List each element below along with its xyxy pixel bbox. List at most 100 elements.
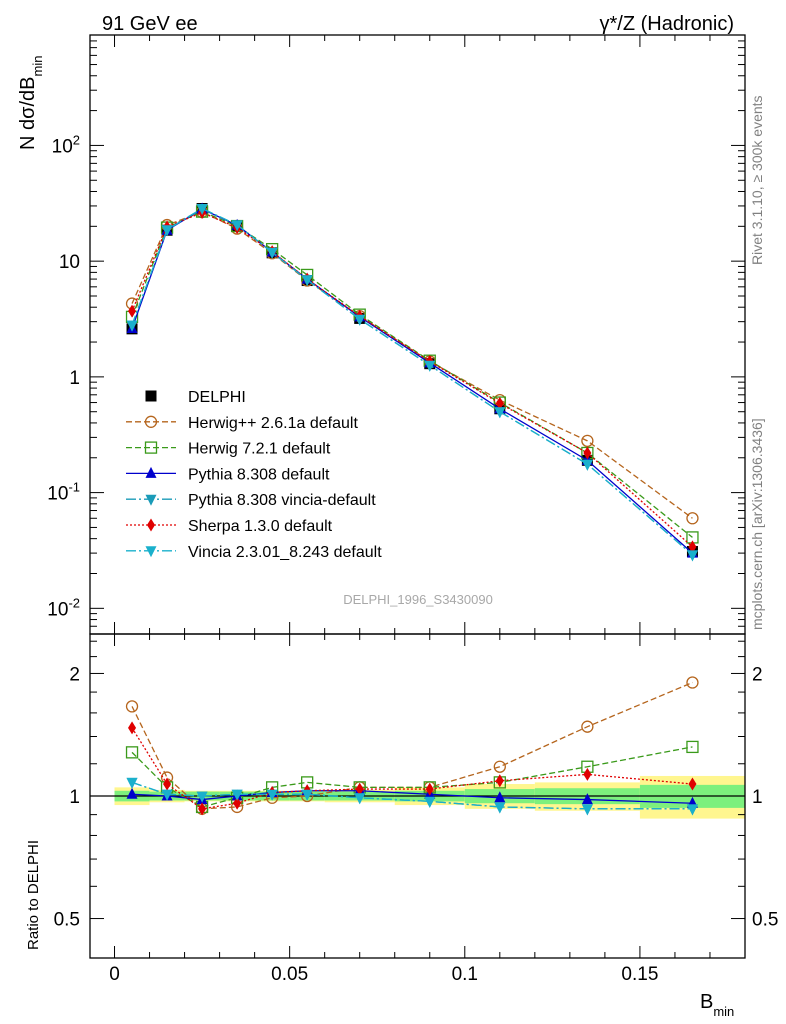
ratio-point [163, 777, 172, 791]
data-point [688, 540, 697, 554]
ratio-point [494, 791, 506, 803]
legend-entry-vincia-2-3-01-8-243-default: Vincia 2.3.01_8.243 default [126, 544, 382, 561]
ratio-point [125, 746, 139, 759]
data-point [494, 407, 506, 419]
ratio-point [494, 802, 506, 814]
ratio-point [196, 791, 208, 803]
ratio-point [581, 793, 593, 805]
ratio-point [161, 789, 173, 801]
ratio-point [354, 793, 366, 805]
ratio-point [301, 789, 313, 801]
data-point [128, 304, 137, 318]
y-tick-label: 10 [59, 252, 80, 273]
ratio-series-line [131, 746, 693, 808]
legend-marker [145, 390, 157, 402]
mcplots-label: mcplots.cern.ch [arXiv:1306.3436] [749, 418, 765, 630]
ratio-point [495, 774, 504, 788]
legend-label: Vincia 2.3.01_8.243 default [188, 544, 382, 561]
ratio-point [686, 740, 699, 754]
ratio-point [231, 789, 243, 801]
x-tick-label: 0.05 [271, 964, 308, 985]
ratio-point [686, 676, 699, 689]
ratio-series-layer [125, 676, 699, 816]
y-tick-label: 10-1 [47, 480, 80, 505]
x-tick-label: 0 [109, 964, 120, 985]
legend-label: Herwig++ 2.6.1a default [188, 415, 358, 432]
legend-marker [144, 415, 158, 428]
rivet-label: Rivet 3.1.10, ≥ 300k events [749, 95, 765, 265]
ratio-point [686, 804, 698, 816]
data-point [581, 459, 593, 471]
legend-label: Herwig 7.2.1 default [188, 441, 331, 458]
ratio-y-tick-label-right: 0.5 [752, 910, 778, 931]
ratio-point [688, 777, 697, 791]
plot-title-right: γ*/Z (Hadronic) [600, 13, 734, 35]
legend-entry-pythia-8-308-vincia-default: Pythia 8.308 vincia-default [126, 492, 376, 509]
data-point [301, 275, 313, 287]
analysis-watermark: DELPHI_1996_S3430090 [343, 592, 493, 607]
data-point [424, 360, 436, 372]
data-point [161, 225, 173, 237]
data-point [495, 396, 504, 410]
ratio-point [128, 721, 137, 735]
ratio-point [233, 796, 242, 810]
ratio-xlabel: Bmin [700, 991, 734, 1019]
ratio-point [355, 782, 364, 796]
legend-entry-pythia-8-308-default: Pythia 8.308 default [126, 466, 330, 483]
data-point [231, 220, 243, 232]
y-tick-label: 102 [52, 132, 80, 157]
legend-entry-sherpa-1-3-0-default: Sherpa 1.3.0 default [126, 518, 333, 535]
data-point [686, 512, 699, 525]
ratio-y-tick-label-right: 2 [752, 664, 763, 685]
ratio-point [581, 804, 593, 816]
ratio-y-tick-label: 1 [69, 787, 80, 808]
legend-label: DELPHI [188, 389, 246, 406]
ratio-series-line [131, 781, 693, 810]
data-point [583, 446, 592, 460]
data-point [196, 204, 208, 216]
ratio-y-tick-label-right: 1 [752, 787, 763, 808]
series-vincia-2-3-01-8-243-default [126, 204, 698, 562]
data-point [581, 434, 594, 448]
legend-label: Pythia 8.308 vincia-default [188, 492, 376, 509]
legend-label: Sherpa 1.3.0 default [188, 518, 333, 535]
legend-entry-herwig-7-2-1-default: Herwig 7.2.1 default [126, 441, 331, 458]
plot-title-left: 91 GeV ee [102, 13, 198, 35]
ratio-point [198, 802, 207, 816]
ratio-point [425, 782, 434, 796]
ratio-point [266, 789, 278, 801]
data-point [686, 550, 698, 562]
ratio-point [424, 796, 436, 808]
ratio-ylabel: Ratio to DELPHI [25, 840, 42, 950]
legend-entry-herwig-2-6-1a-default: Herwig++ 2.6.1a default [126, 415, 358, 432]
ratio-point [125, 700, 139, 713]
ratio-point [493, 760, 506, 773]
x-tick-label: 0.15 [621, 964, 658, 985]
data-point [354, 314, 366, 326]
data-point [126, 320, 138, 332]
axes-layer: 0 0.05 0.1 0.15 10-2 10-1 1 10 102 0.5 0.5 1 1 2 2 [47, 34, 778, 985]
legend-marker [144, 441, 158, 454]
legend-marker [145, 494, 157, 506]
ratio-series-vincia-2-3-01-8-243-default [126, 777, 698, 816]
y-tick-label: 1 [69, 368, 80, 389]
legend-entry-delphi: DELPHI [145, 389, 246, 406]
data-point [266, 247, 278, 259]
legend: DELPHI Herwig++ 2.6.1a default Herwig 7.2.… [126, 389, 382, 561]
main-series-layer [125, 202, 699, 562]
series-line [131, 211, 693, 548]
ratio-point [126, 787, 138, 799]
ratio-point [126, 777, 138, 789]
ratio-y-tick-label: 2 [69, 664, 80, 685]
legend-marker [147, 518, 155, 532]
legend-marker [145, 546, 157, 558]
main-ylabel: N dσ/dBmin [17, 56, 45, 150]
ratio-y-tick-label: 0.5 [54, 910, 80, 931]
legend-label: Pythia 8.308 default [188, 466, 330, 483]
legend-marker [145, 466, 157, 478]
x-tick-label: 0.1 [452, 964, 478, 985]
series-line [131, 210, 693, 538]
y-tick-label: 10-2 [47, 595, 80, 620]
ratio-point [583, 767, 592, 781]
